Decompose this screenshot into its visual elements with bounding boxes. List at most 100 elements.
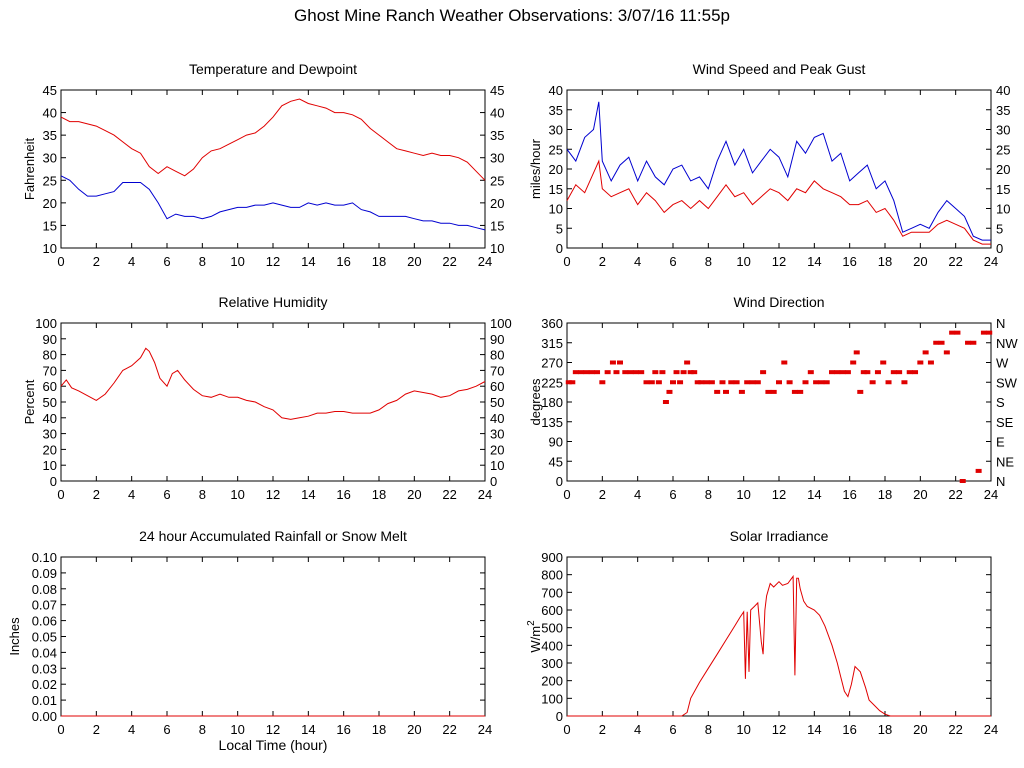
dir-x-tick-label: 8 (705, 487, 712, 502)
rh-x-tick-label: 24 (478, 487, 492, 502)
dir-point (896, 370, 903, 375)
temp-right-tick-label: 40 (490, 106, 504, 121)
dir-y-tick-label: 360 (541, 316, 563, 331)
dir-point (744, 380, 751, 385)
rh-x-tick-label: 22 (442, 487, 456, 502)
dir-point (818, 380, 825, 385)
wind-x-tick-label: 14 (807, 254, 821, 269)
dir-x-tick-label: 0 (563, 487, 570, 502)
dir-point (714, 389, 721, 394)
rain-plot-frame (60, 556, 486, 717)
dir-point (765, 389, 772, 394)
dir-y-tick-label: 315 (541, 336, 563, 351)
rh-right-tick-label: 0 (490, 474, 497, 489)
dir-point (813, 380, 820, 385)
dir-point (776, 380, 782, 385)
wind-x-tick-label: 12 (772, 254, 786, 269)
dir-x-tick-label: 24 (984, 487, 998, 502)
temp-x-tick-label: 22 (442, 254, 456, 269)
rain-y-tick-label: 0.03 (32, 661, 57, 676)
dir-point (708, 380, 715, 385)
wind-y-tick-label: 30 (549, 123, 563, 138)
dir-point (786, 380, 793, 385)
solar-y-axis-label: W/m2 (526, 620, 543, 653)
rh-x-tick-label: 0 (57, 487, 64, 502)
rain-x-tick-label: 16 (336, 722, 350, 737)
rain-x-tick-label: 2 (93, 722, 100, 737)
dir-point (874, 370, 881, 375)
rh-right-tick-label: 30 (490, 427, 504, 442)
wind-y-axis-label: miles/hour (528, 138, 543, 199)
dir-point (869, 380, 876, 385)
wind-y-tick-label: 25 (549, 142, 563, 157)
solar-series-red-line (567, 574, 991, 717)
rh-x-tick-label: 18 (372, 487, 386, 502)
dir-point (643, 380, 650, 385)
rain-x-tick-label: 24 (478, 722, 492, 737)
dir-point (670, 380, 676, 385)
dir-point (627, 370, 634, 375)
temp-x-tick-label: 8 (199, 254, 206, 269)
temp-y-axis-label: Fahrenheit (22, 138, 37, 201)
temp-y-tick-label: 15 (43, 218, 57, 233)
dir-right-tick-label: S (996, 395, 1005, 410)
rh-right-tick-label: 80 (490, 348, 504, 363)
solar-title: Solar Irradiance (730, 528, 829, 544)
wind-right-tick-label: 25 (996, 142, 1010, 157)
wind-y-tick-label: 10 (549, 202, 563, 217)
dir-point (917, 360, 924, 365)
dir-point (927, 360, 934, 365)
temp-x-tick-label: 2 (93, 254, 100, 269)
solar-y-tick-label: 600 (541, 603, 563, 618)
rain-y-tick-label: 0.07 (32, 598, 57, 613)
temp-right-tick-label: 10 (490, 241, 504, 256)
rh-y-tick-label: 10 (43, 458, 57, 473)
dir-point (578, 370, 585, 375)
dir-y-tick-label: 45 (549, 454, 563, 469)
temp-right-tick-label: 15 (490, 218, 504, 233)
rain-y-tick-label: 0.09 (32, 566, 57, 581)
dir-point (980, 330, 987, 335)
rh-plot-frame (60, 322, 486, 482)
temp-y-tick-label: 30 (43, 151, 57, 166)
wind-y-tick-label: 35 (549, 103, 563, 118)
solar-x-tick-label: 6 (669, 722, 676, 737)
wind-right-tick-label: 35 (996, 103, 1010, 118)
wind-y-tick-label: 15 (549, 182, 563, 197)
dir-point (572, 370, 579, 375)
rain-title: 24 hour Accumulated Rainfall or Snow Mel… (139, 528, 407, 544)
temp-right-tick-label: 20 (490, 196, 504, 211)
dir-right-tick-label: N (996, 474, 1005, 489)
rh-x-tick-label: 16 (336, 487, 350, 502)
temp-y-tick-label: 25 (43, 173, 57, 188)
dir-point (738, 389, 745, 394)
rh-right-tick-label: 10 (490, 458, 504, 473)
dir-point (965, 340, 972, 345)
rh-y-tick-label: 20 (43, 442, 57, 457)
wind-y-tick-label: 0 (556, 241, 563, 256)
dir-point (912, 370, 919, 375)
dir-point (770, 389, 777, 394)
dir-point (617, 360, 623, 365)
rain-y-tick-label: 0.10 (32, 550, 57, 565)
rain-x-axis-label: Local Time (hour) (219, 737, 328, 753)
dir-point (565, 380, 572, 385)
rain-y-tick-label: 0.06 (32, 614, 57, 629)
wind-right-tick-label: 0 (996, 241, 1003, 256)
dir-point (797, 389, 804, 394)
dir-point (666, 389, 673, 394)
solar-x-tick-label: 20 (913, 722, 927, 737)
dir-point (588, 370, 595, 375)
solar-x-tick-label: 2 (599, 722, 606, 737)
temp-x-tick-label: 16 (336, 254, 350, 269)
rh-x-tick-label: 14 (301, 487, 315, 502)
dir-x-tick-label: 18 (878, 487, 892, 502)
rain-x-tick-label: 20 (407, 722, 421, 737)
rh-x-tick-label: 12 (266, 487, 280, 502)
dir-x-tick-label: 2 (599, 487, 606, 502)
dir-point (648, 380, 655, 385)
wind-y-tick-label: 40 (549, 83, 563, 98)
rain-y-tick-label: 0.02 (32, 677, 57, 692)
